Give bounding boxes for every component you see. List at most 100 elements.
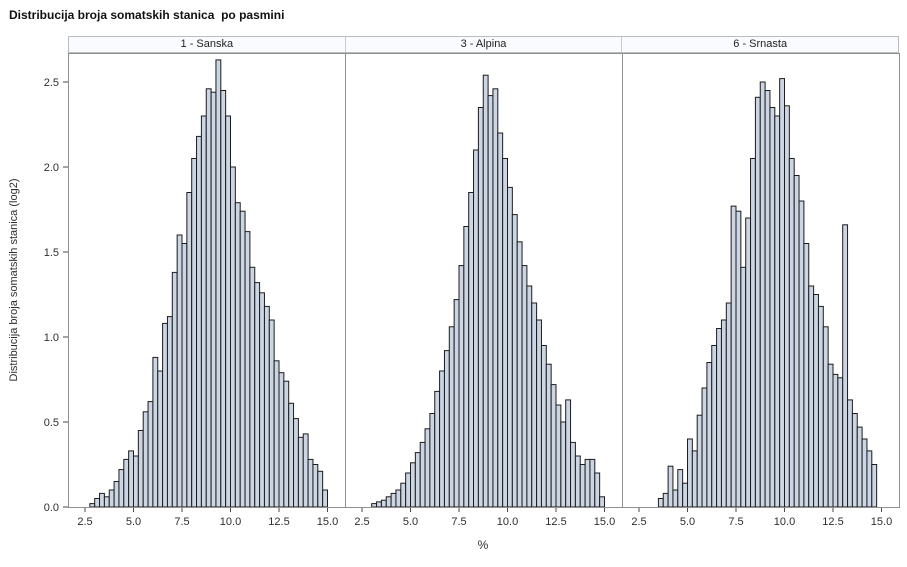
histogram-bar bbox=[322, 489, 328, 508]
histogram-bar bbox=[142, 411, 149, 508]
x-tick-label: 5.0 bbox=[126, 516, 141, 528]
histogram-bar bbox=[536, 319, 542, 508]
histogram-bar bbox=[784, 105, 790, 508]
histogram-bar bbox=[599, 496, 606, 508]
histogram-bar bbox=[448, 326, 455, 508]
panel-header-alpina: 3 - Alpina bbox=[344, 37, 622, 52]
histogram-bar bbox=[487, 95, 494, 508]
histogram-bar bbox=[171, 271, 178, 508]
histogram-bar bbox=[283, 380, 290, 508]
histogram-bar bbox=[574, 455, 581, 508]
x-tick-label: 12.5 bbox=[545, 516, 566, 528]
histogram-bar bbox=[371, 503, 378, 508]
x-tick-label: 15.0 bbox=[594, 516, 615, 528]
y-tick-label: 1.5 bbox=[44, 247, 59, 259]
histogram-bar bbox=[798, 200, 805, 508]
histogram-bar bbox=[293, 418, 299, 508]
histogram-bar bbox=[186, 192, 193, 508]
histogram-bar bbox=[273, 360, 280, 508]
histogram-bar bbox=[196, 135, 202, 508]
histogram-bar bbox=[861, 438, 868, 508]
x-tick-label: 7.5 bbox=[451, 516, 466, 528]
histogram-bar bbox=[225, 115, 231, 508]
histogram-bar bbox=[856, 426, 863, 508]
histogram-bar bbox=[516, 241, 523, 508]
histogram-bar bbox=[395, 489, 402, 508]
histogram-bar bbox=[137, 430, 144, 508]
histogram-bar bbox=[817, 305, 824, 508]
histogram-bar bbox=[162, 322, 168, 508]
chart-title: Distribucija broja somatskih stanica po … bbox=[9, 8, 285, 22]
x-tick-label: 10.0 bbox=[774, 516, 795, 528]
histogram-bar bbox=[157, 370, 164, 508]
histogram-bar bbox=[239, 210, 246, 508]
panel-frame bbox=[622, 53, 900, 508]
histogram-bar bbox=[672, 489, 679, 508]
histogram-bar bbox=[550, 384, 557, 508]
histogram-bar bbox=[191, 158, 198, 508]
histogram-bar bbox=[99, 492, 105, 508]
histogram-bar bbox=[220, 90, 227, 508]
histogram-bar bbox=[133, 455, 139, 508]
histogram-bar bbox=[166, 316, 173, 508]
y-tick-label: 0.5 bbox=[44, 417, 59, 429]
histogram-bar bbox=[419, 441, 426, 508]
histogram-bar bbox=[730, 205, 737, 508]
histogram-bar bbox=[565, 399, 572, 508]
histogram-bar bbox=[521, 265, 528, 508]
histogram-bar bbox=[711, 345, 718, 508]
histogram-bar bbox=[851, 413, 858, 508]
histogram-bar bbox=[497, 132, 504, 508]
panel-header-band: 1 - Sanska 3 - Alpina 6 - Srnasta bbox=[68, 36, 899, 53]
histogram-bar bbox=[793, 175, 800, 508]
histogram-bar bbox=[740, 266, 747, 508]
histogram-bar bbox=[662, 492, 669, 508]
histogram-bar bbox=[560, 421, 567, 508]
histogram-bar bbox=[832, 373, 839, 508]
x-tick-label: 2.5 bbox=[631, 516, 646, 528]
histogram-bar bbox=[759, 81, 766, 508]
x-axis-title: % bbox=[477, 538, 489, 552]
histogram-bar bbox=[385, 496, 392, 508]
histogram-bar bbox=[477, 107, 484, 508]
histogram-bar bbox=[443, 350, 450, 508]
histogram-bar bbox=[439, 370, 445, 508]
histogram-bar bbox=[808, 285, 815, 508]
histogram-bar bbox=[555, 404, 562, 508]
histogram-bar bbox=[380, 499, 387, 508]
histogram-bar bbox=[468, 192, 475, 508]
histogram-bar bbox=[842, 224, 849, 508]
histogram-bar bbox=[89, 503, 96, 508]
histogram-bar bbox=[822, 326, 829, 508]
histogram-bar bbox=[230, 166, 236, 508]
histogram-bar bbox=[866, 450, 873, 508]
histogram-bar bbox=[278, 372, 285, 508]
histogram-bar bbox=[458, 265, 465, 508]
histogram-bar bbox=[434, 390, 441, 508]
histogram-bar bbox=[176, 234, 183, 508]
histogram-bar bbox=[492, 88, 499, 508]
x-tick-label: 10.0 bbox=[220, 516, 241, 528]
histogram-bar bbox=[108, 489, 115, 508]
histogram-bar bbox=[103, 496, 110, 508]
histogram-bar bbox=[837, 377, 844, 508]
panel-header-srnasta: 6 - Srnasta bbox=[621, 37, 898, 52]
histogram-bar bbox=[424, 428, 431, 508]
histogram-bar bbox=[827, 363, 834, 508]
histogram-bar bbox=[657, 498, 664, 508]
histogram-bar bbox=[594, 472, 601, 508]
histogram-bar bbox=[312, 464, 319, 508]
histogram-bar bbox=[410, 462, 416, 508]
histogram-bar bbox=[482, 74, 489, 508]
x-tick-label: 10.0 bbox=[497, 516, 518, 528]
histogram-bar bbox=[317, 470, 324, 508]
histogram-bar bbox=[779, 78, 786, 508]
histogram-bar bbox=[579, 464, 586, 508]
histogram-bar bbox=[123, 458, 130, 508]
histogram-bar bbox=[735, 210, 742, 508]
histogram-bar bbox=[94, 498, 101, 508]
histogram-bar bbox=[254, 282, 261, 508]
histogram-bar bbox=[754, 96, 761, 508]
histogram-bar bbox=[268, 319, 275, 508]
histogram-bar bbox=[682, 482, 689, 508]
